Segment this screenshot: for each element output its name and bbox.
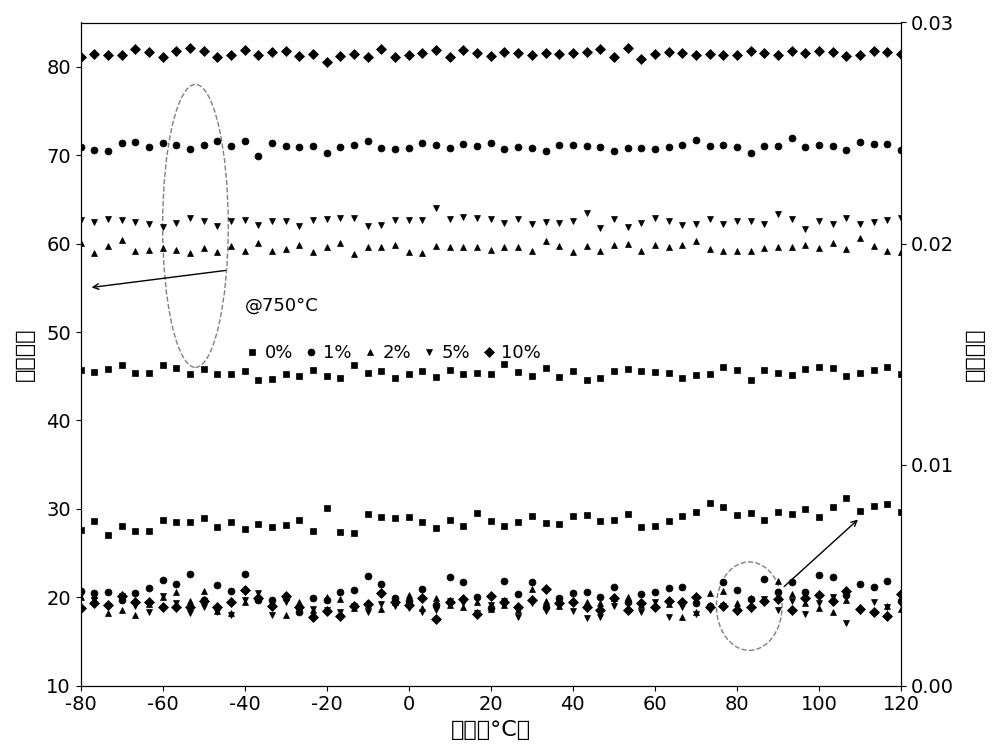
X-axis label: 温度（°C）: 温度（°C） bbox=[451, 720, 531, 740]
Text: @750°C: @750°C bbox=[245, 296, 318, 314]
Y-axis label: 介电常数: 介电常数 bbox=[15, 328, 35, 381]
Y-axis label: 介电损耗: 介电损耗 bbox=[965, 328, 985, 381]
Legend: 0%, 1%, 2%, 5%, 10%: 0%, 1%, 2%, 5%, 10% bbox=[237, 337, 548, 369]
